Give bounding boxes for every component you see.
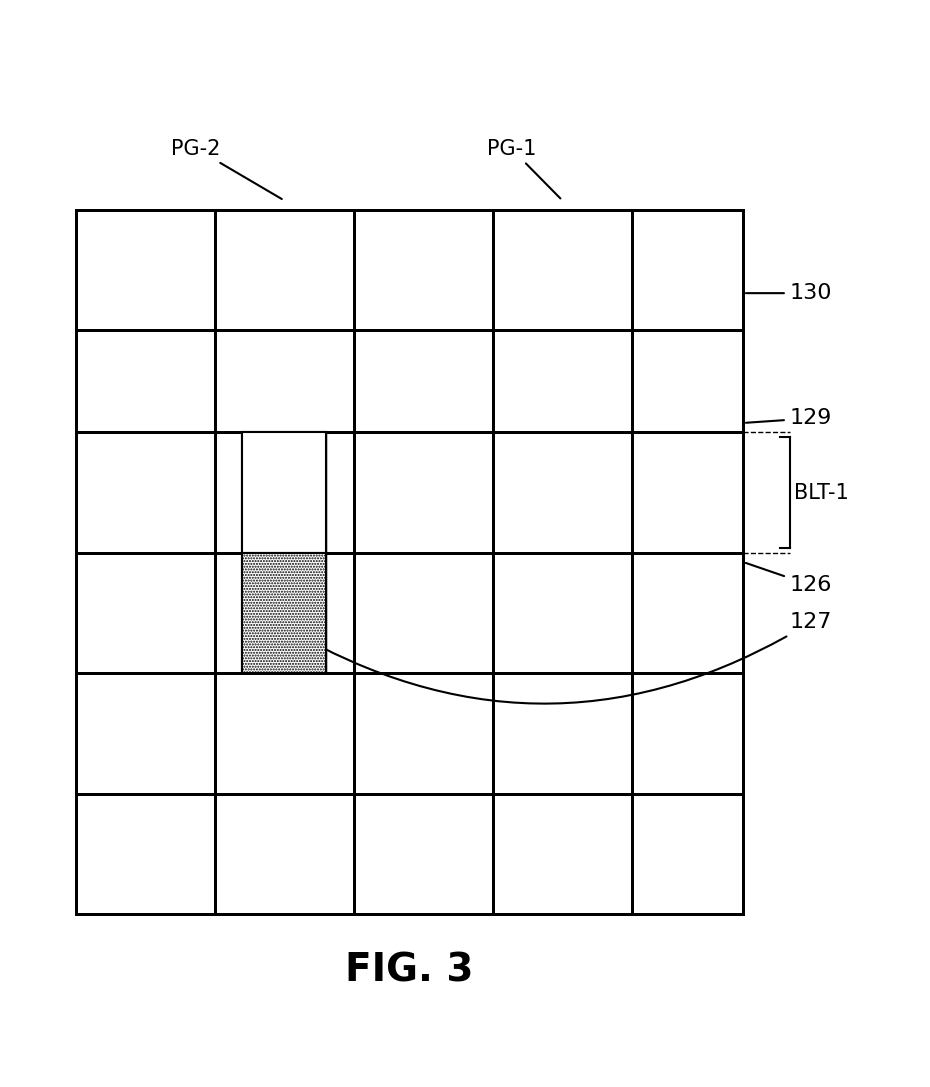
Text: 130: 130	[746, 283, 832, 303]
Bar	[75, 330, 215, 433]
Bar	[353, 330, 493, 433]
Text: 129: 129	[746, 409, 832, 428]
Bar	[353, 553, 493, 673]
Bar	[631, 210, 743, 330]
Bar	[353, 673, 493, 794]
Text: 127: 127	[286, 612, 832, 703]
Bar	[631, 794, 743, 914]
Bar	[493, 210, 631, 330]
Bar	[215, 553, 353, 673]
Bar	[318, 433, 325, 673]
Bar	[631, 553, 743, 673]
Bar	[215, 673, 353, 794]
Bar	[243, 553, 326, 673]
Bar	[215, 794, 353, 914]
Bar	[493, 794, 631, 914]
Bar	[75, 210, 215, 330]
Bar	[215, 433, 353, 553]
Text: 126: 126	[746, 563, 832, 596]
Bar	[243, 433, 250, 673]
Bar	[243, 553, 326, 673]
Bar	[243, 433, 326, 553]
Bar	[493, 210, 631, 433]
Text: BLT-1: BLT-1	[794, 483, 849, 502]
Bar	[75, 794, 215, 914]
Bar	[353, 210, 493, 330]
Bar	[353, 433, 493, 553]
Bar	[353, 794, 493, 914]
Text: PG-2: PG-2	[171, 139, 282, 199]
Bar	[75, 433, 215, 553]
Bar	[493, 210, 631, 433]
Bar	[493, 330, 631, 433]
Bar	[631, 433, 743, 553]
Bar	[215, 210, 353, 433]
Bar	[75, 673, 215, 794]
Text: PG-1: PG-1	[486, 139, 561, 199]
Bar	[215, 210, 353, 433]
Bar	[631, 330, 743, 433]
Bar	[243, 433, 326, 553]
Bar	[75, 433, 215, 553]
Bar	[493, 433, 631, 553]
Bar	[215, 210, 353, 330]
Bar	[493, 673, 631, 794]
Bar	[631, 673, 743, 794]
Text: FIG. 3: FIG. 3	[345, 951, 473, 989]
Bar	[353, 433, 743, 553]
Bar	[75, 433, 215, 553]
Bar	[493, 553, 631, 673]
Bar	[215, 330, 353, 433]
Bar	[353, 433, 743, 553]
Bar	[75, 553, 215, 673]
